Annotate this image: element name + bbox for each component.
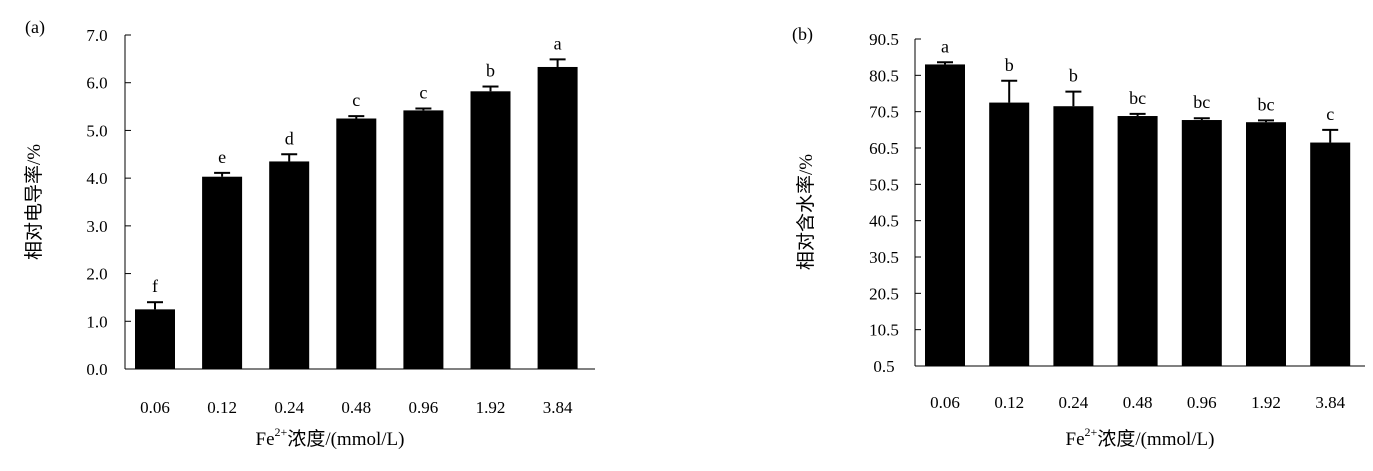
- y-tick-label: 60.5: [869, 139, 899, 158]
- bar: [269, 161, 310, 369]
- y-tick-label: 10.5: [869, 321, 899, 340]
- x-tick-label: 1.92: [476, 398, 506, 417]
- y-axis-title: 相对电导率/%: [23, 144, 45, 260]
- bar: [989, 102, 1030, 366]
- x-tick-label: 0.24: [1059, 393, 1089, 412]
- significance-label: b: [486, 61, 495, 81]
- bar: [403, 110, 444, 369]
- y-tick-label: 40.5: [869, 212, 899, 231]
- bar: [1117, 116, 1158, 366]
- x-tick-label: 0.06: [140, 398, 170, 417]
- x-tick-label: 0.96: [409, 398, 439, 417]
- significance-label: a: [941, 36, 949, 56]
- y-tick-label: 5.0: [86, 121, 107, 140]
- y-tick-label: 3.0: [86, 217, 107, 236]
- significance-label: b: [1069, 66, 1078, 86]
- bar: [537, 66, 578, 370]
- y-tick-label: 6.0: [86, 74, 107, 93]
- bar: [1310, 142, 1351, 366]
- significance-label: d: [285, 128, 294, 148]
- y-tick-label: 70.5: [869, 103, 899, 122]
- panel-label: (b): [792, 24, 813, 45]
- y-tick-label: 30.5: [869, 248, 899, 267]
- bar: [925, 64, 965, 366]
- x-tick-label: 0.12: [207, 398, 237, 417]
- x-tick-label: 0.48: [1123, 393, 1153, 412]
- chart-panel-a: (a) 0.0 1.0 2.0 3.0 4.0 5.0 6.0 7.0 相对电导率/% f 0.06 e…: [23, 17, 595, 450]
- x-tick-label: 0.12: [994, 393, 1024, 412]
- chart-panel-b: (b) 0.5 10.5 20.5 30.5 40.5 50.5 60.5 70.5 80.5 90…: [792, 24, 1365, 450]
- y-tick-label: 1.0: [86, 312, 107, 331]
- significance-label: b: [1005, 55, 1014, 75]
- significance-label: bc: [1258, 94, 1275, 114]
- bar: [1181, 120, 1222, 366]
- x-tick-label: 0.24: [274, 398, 304, 417]
- y-tick-label: 0.5: [873, 357, 894, 376]
- significance-label: c: [1326, 104, 1334, 124]
- x-tick-label: 0.06: [930, 393, 960, 412]
- significance-label: c: [352, 90, 360, 110]
- x-tick-label: 0.48: [341, 398, 371, 417]
- x-axis-title: Fe2+浓度/(mmol/L): [1066, 425, 1215, 450]
- x-axis-title: Fe2+浓度/(mmol/L): [256, 425, 405, 450]
- y-tick-label: 90.5: [869, 30, 899, 49]
- panel-label: (a): [25, 17, 45, 38]
- significance-label: a: [554, 33, 562, 53]
- bar: [336, 118, 377, 369]
- significance-label: bc: [1193, 92, 1210, 112]
- bar: [470, 91, 511, 369]
- x-tick-label: 0.96: [1187, 393, 1217, 412]
- bar: [1053, 106, 1094, 366]
- x-tick-label: 1.92: [1251, 393, 1281, 412]
- significance-label: f: [152, 276, 158, 296]
- bar: [135, 309, 175, 369]
- y-axis-title: 相对含水率/%: [795, 154, 817, 270]
- y-tick-label: 0.0: [86, 360, 107, 379]
- y-tick-label: 20.5: [869, 284, 899, 303]
- significance-label: c: [419, 82, 427, 102]
- y-tick-label: 50.5: [869, 175, 899, 194]
- bar: [202, 176, 243, 369]
- y-tick-label: 4.0: [86, 169, 107, 188]
- y-tick-label: 2.0: [86, 265, 107, 284]
- x-tick-label: 3.84: [543, 398, 573, 417]
- y-tick-label: 80.5: [869, 66, 899, 85]
- significance-label: e: [218, 147, 226, 167]
- significance-label: bc: [1129, 88, 1146, 108]
- x-tick-label: 3.84: [1315, 393, 1345, 412]
- y-tick-label: 7.0: [86, 26, 107, 45]
- bar: [1246, 122, 1286, 366]
